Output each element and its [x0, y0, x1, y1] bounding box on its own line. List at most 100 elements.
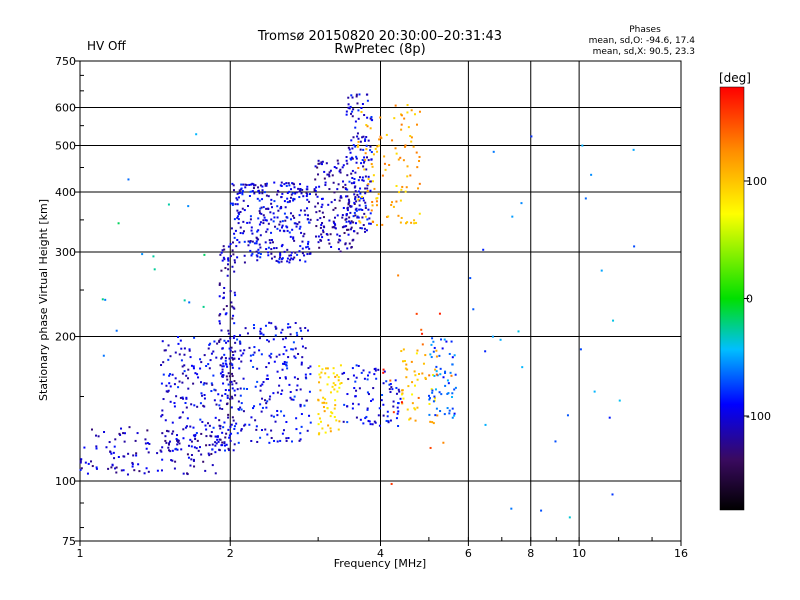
data-point: [298, 190, 301, 193]
data-point: [241, 191, 244, 194]
data-point: [359, 418, 362, 421]
data-point: [273, 247, 276, 250]
data-point: [367, 419, 370, 422]
data-point: [216, 435, 219, 438]
data-point: [165, 441, 168, 444]
data-point: [323, 170, 326, 173]
data-point: [156, 452, 159, 455]
data-point: [451, 416, 454, 419]
data-point: [289, 333, 292, 336]
data-point: [134, 439, 137, 442]
data-point: [415, 151, 418, 154]
data-point: [223, 248, 226, 251]
data-point: [280, 181, 283, 184]
data-point: [540, 509, 543, 512]
data-point: [230, 227, 233, 230]
data-point: [224, 389, 227, 392]
data-point: [273, 216, 276, 219]
data-point: [171, 432, 174, 435]
data-point: [354, 120, 357, 123]
data-point: [173, 405, 176, 408]
data-point: [367, 393, 370, 396]
data-point: [120, 469, 123, 472]
data-point: [299, 404, 302, 407]
data-point: [261, 397, 264, 400]
data-point: [188, 348, 191, 351]
data-point: [243, 424, 246, 427]
data-point: [319, 389, 322, 392]
data-point: [300, 361, 303, 364]
data-point: [359, 208, 362, 211]
data-point: [337, 248, 340, 251]
data-point: [290, 398, 293, 401]
data-point: [162, 361, 165, 364]
data-point: [318, 246, 321, 249]
data-point: [161, 409, 164, 412]
data-point: [403, 360, 406, 363]
data-point: [357, 195, 360, 198]
data-point: [367, 208, 370, 211]
data-point: [187, 456, 190, 459]
data-point: [248, 194, 251, 197]
data-point: [292, 258, 295, 261]
data-point: [304, 326, 307, 329]
data-point: [272, 415, 275, 418]
data-point: [243, 349, 246, 352]
data-point: [203, 354, 206, 357]
data-point: [173, 383, 176, 386]
data-point: [306, 185, 309, 188]
data-point: [192, 459, 195, 462]
data-point: [203, 253, 206, 256]
data-point: [365, 144, 368, 147]
data-point: [293, 395, 296, 398]
data-point: [382, 382, 385, 385]
data-point: [469, 277, 472, 280]
data-point: [280, 331, 283, 334]
data-point: [144, 438, 147, 441]
data-point: [324, 372, 327, 375]
data-point: [376, 150, 379, 153]
data-point: [431, 374, 434, 377]
data-point: [226, 365, 229, 368]
data-point: [192, 367, 195, 370]
data-point: [346, 421, 349, 424]
data-point: [284, 337, 287, 340]
data-point: [326, 367, 329, 370]
phases-heading: Phases: [629, 25, 661, 35]
data-point: [168, 374, 171, 377]
data-point: [433, 395, 436, 398]
data-point: [161, 340, 164, 343]
data-point: [372, 220, 375, 223]
data-point: [169, 385, 172, 388]
data-point: [357, 179, 360, 182]
data-point: [447, 392, 450, 395]
data-point: [288, 254, 291, 257]
data-point: [360, 106, 363, 109]
data-point: [355, 376, 358, 379]
data-point: [321, 368, 324, 371]
data-point: [213, 399, 216, 402]
data-point: [229, 362, 232, 365]
data-point: [370, 209, 373, 212]
data-point: [164, 435, 167, 438]
data-point: [360, 197, 363, 200]
data-point: [265, 366, 268, 369]
data-point: [327, 203, 330, 206]
data-point: [143, 472, 146, 475]
data-point: [386, 415, 389, 418]
colorbar-tick-label: 0: [746, 293, 753, 306]
data-point: [259, 221, 262, 224]
data-point: [363, 160, 366, 163]
data-point: [225, 375, 228, 378]
data-point: [326, 383, 329, 386]
data-point: [391, 139, 394, 142]
data-point: [110, 452, 113, 455]
data-point: [380, 399, 383, 402]
data-point: [178, 442, 181, 445]
data-point: [361, 176, 364, 179]
data-point: [325, 162, 328, 165]
data-point: [138, 470, 141, 473]
data-point: [345, 213, 348, 216]
data-point: [146, 442, 149, 445]
data-point: [440, 338, 443, 341]
